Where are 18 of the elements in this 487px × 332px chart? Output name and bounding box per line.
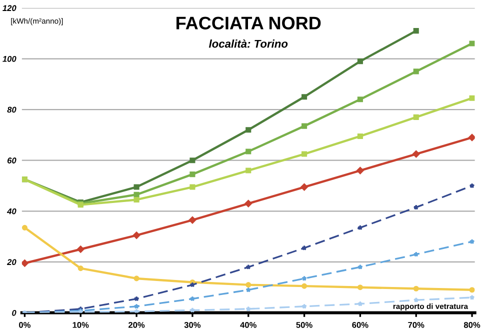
x-tick-label: 0% bbox=[19, 322, 31, 328]
y-tick-label: 40 bbox=[6, 208, 16, 214]
y-tick-label: 20 bbox=[6, 259, 16, 266]
y-tick-label: 80 bbox=[7, 106, 16, 113]
x-tick-label: 20% bbox=[128, 322, 145, 328]
text: località: Torino bbox=[208, 39, 288, 48]
x-tick-label: 50% bbox=[296, 322, 312, 328]
x-tick-label: 30% bbox=[184, 322, 201, 328]
y-tick-label: 60 bbox=[7, 158, 16, 164]
y-tick-label: 100 bbox=[2, 56, 16, 62]
x-tick-label: 60% bbox=[352, 322, 368, 328]
chart-title: FACCIATA NORD bbox=[176, 16, 321, 30]
x-tick-label: 70% bbox=[408, 322, 424, 328]
y-tick-label: 120 bbox=[2, 5, 16, 12]
x-tick-label: 80% bbox=[464, 322, 480, 328]
y-tick-label: 0 bbox=[12, 310, 16, 316]
x-tick-label: 10% bbox=[72, 322, 89, 328]
x-tick-label: 40% bbox=[240, 322, 256, 328]
